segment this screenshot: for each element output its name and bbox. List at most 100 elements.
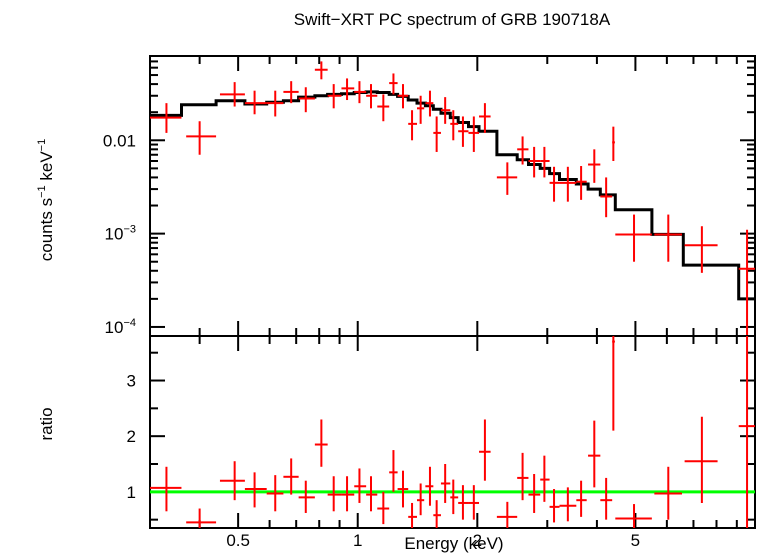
- spectrum-data-point: [219, 82, 245, 107]
- y-axis-label-ratio: ratio: [37, 407, 56, 440]
- spectrum-data-point: [615, 214, 652, 262]
- x-tick-label: 5: [631, 531, 640, 550]
- y-tick-label-exp: −3: [123, 224, 136, 236]
- spectrum-data-point: [612, 126, 615, 161]
- ratio-data-point: [354, 468, 367, 503]
- spectrum-data-point: [588, 149, 601, 183]
- spectrum-data-point: [327, 84, 342, 109]
- ratio-data-point: [588, 420, 601, 488]
- spectrum-data-point: [738, 229, 755, 336]
- ratio-data-point: [283, 458, 299, 495]
- spectrum-data-point: [298, 87, 315, 113]
- y-tick-label-ratio: 2: [127, 427, 136, 446]
- spectrum-data-point: [244, 90, 267, 115]
- ratio-data-point: [186, 508, 217, 528]
- spectrum-data-point: [559, 166, 577, 202]
- ratio-data-point: [615, 504, 652, 528]
- ratio-data-point: [244, 472, 267, 508]
- ratio-data-point: [314, 419, 328, 467]
- spectrum-data-point: [425, 90, 434, 117]
- spectrum-data-point: [549, 166, 560, 202]
- ratio-data-point: [540, 455, 550, 502]
- ratio-data-point: [576, 480, 587, 517]
- ratio-data-point: [654, 466, 682, 520]
- ratio-data-point: [559, 487, 577, 522]
- y-label-part-kev: keV: [37, 151, 56, 186]
- ratio-data-point: [612, 336, 615, 431]
- y-tick-label-base: 10: [105, 318, 124, 337]
- spectrum-data-point: [496, 162, 518, 195]
- ratio-data-point: [408, 502, 418, 528]
- ratio-data-point: [425, 466, 434, 506]
- spectrum-data-point: [366, 84, 378, 109]
- y-tick-label-ratio: 3: [127, 372, 136, 391]
- ratio-data-point: [266, 475, 284, 512]
- ratio-data-point: [600, 477, 613, 520]
- ratio-data-point: [738, 336, 755, 528]
- spectrum-data-point: [684, 226, 718, 273]
- spectrum-data-point: [600, 177, 613, 218]
- ratio-data-point: [468, 485, 480, 520]
- spectrum-data-point: [408, 110, 418, 141]
- y-label-exp-counts: −1: [36, 185, 48, 198]
- ratio-frame: [149, 335, 756, 529]
- ratio-data-point: [496, 501, 518, 528]
- spectrum-frame: [149, 55, 756, 337]
- spectrum-data-point: [389, 73, 398, 95]
- x-axis-label: Energy (keV): [404, 534, 503, 553]
- svg-text:counts s−1 keV−1: counts s−1 keV−1: [36, 139, 56, 261]
- y-tick-label-exp: −4: [123, 317, 136, 329]
- spectrum-data-point: [314, 61, 328, 80]
- ratio-data-point: [458, 485, 469, 520]
- model-histogram: [150, 90, 755, 301]
- spectrum-data-point: [517, 136, 529, 165]
- ratio-data-point: [366, 476, 378, 512]
- spectrum-data-point: [354, 81, 367, 104]
- y-label-part-counts: counts s: [37, 198, 56, 261]
- spectrum-data-point: [458, 116, 469, 147]
- ratio-data-point: [433, 500, 441, 528]
- x-tick-label: 1: [353, 531, 362, 550]
- chart-title: Swift−XRT PC spectrum of GRB 190718A: [294, 10, 611, 29]
- ratio-data-point: [450, 479, 459, 515]
- ratio-data-point: [298, 480, 315, 513]
- ratio-data-point: [327, 476, 342, 512]
- ratio-data-point: [397, 470, 409, 508]
- spectrum-data-point: [576, 166, 587, 200]
- spectrum-data-point: [377, 94, 390, 122]
- y-label-exp-kev: −1: [36, 139, 48, 152]
- ratio-data-point: [389, 450, 398, 492]
- ratio-data-point: [528, 474, 541, 513]
- y-tick-label-base: 10: [105, 225, 124, 244]
- spectrum-data-point: [440, 97, 451, 124]
- ratio-panel: 0.5 1 2 5 1 2 3: [127, 335, 756, 550]
- ratio-data-point: [377, 491, 390, 525]
- ratio-data-point: [517, 452, 529, 501]
- ratio-label-text: ratio: [37, 407, 56, 440]
- spectrum-data-point: [283, 81, 299, 104]
- spectrum-data-point: [433, 116, 441, 152]
- ratio-data-point: [150, 466, 182, 512]
- ratio-data-point: [684, 416, 718, 503]
- ratio-data-point: [479, 419, 491, 481]
- ratio-data-point: [219, 461, 245, 501]
- x-tick-label: 2: [473, 531, 482, 550]
- spectrum-data-point: [479, 103, 491, 133]
- y-axis-label-counts: counts s−1 keV−1: [36, 139, 56, 261]
- y-tick-label-base: 0.01: [103, 131, 136, 150]
- spectrum-data-point: [417, 95, 425, 124]
- y-tick-label-spectrum: 0.01: [103, 131, 136, 150]
- spectrum-data-point: [266, 90, 284, 117]
- spectrum-data-point: [150, 103, 182, 133]
- spectrum-data-point: [528, 146, 541, 178]
- y-tick-label-spectrum: 10−4: [105, 317, 136, 337]
- spectrum-data-point: [186, 121, 217, 155]
- spectrum-data-point: [450, 110, 459, 141]
- spectrum-data-point: [540, 146, 550, 178]
- ratio-data-point: [417, 483, 425, 516]
- spectrum-data-point: [397, 84, 409, 109]
- ratio-data-point: [341, 476, 355, 512]
- y-tick-label-spectrum: 10−3: [105, 224, 136, 244]
